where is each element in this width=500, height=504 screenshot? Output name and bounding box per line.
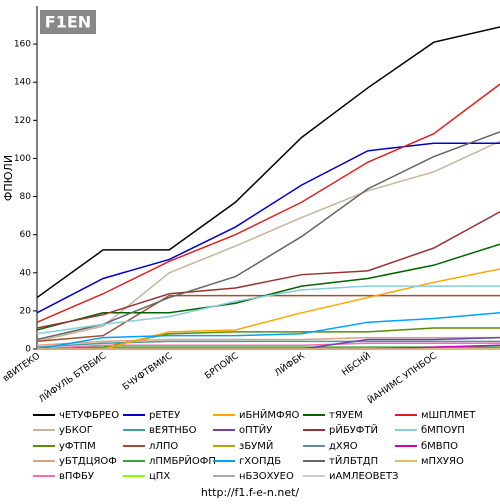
series-line — [36, 131, 500, 341]
x-tick-label: ЛЙФУЛЬ БТВБИС — [36, 350, 108, 405]
x-tick-label: ЙАНИМС УПНБОС — [365, 350, 439, 407]
legend-label: мШПЛМЕТ — [421, 410, 476, 421]
legend-label: зБУМЙ — [239, 439, 273, 452]
series-line — [36, 340, 500, 348]
legend-label: дХЯО — [329, 441, 358, 452]
y-tick-label: 40 — [20, 268, 32, 278]
x-tick-label: БЧУФТВМИС — [121, 351, 174, 392]
y-tick-label: 160 — [14, 40, 31, 50]
x-tick-label: вВИТЕКО — [1, 351, 42, 384]
legend-label: цПХ — [149, 471, 170, 482]
legend-label: вЕЯТНБО — [149, 425, 197, 436]
logo-box — [40, 10, 96, 34]
y-tick-label: 20 — [20, 306, 32, 316]
series-line — [36, 342, 500, 350]
series-line — [36, 312, 500, 350]
y-tick-label: 120 — [14, 116, 31, 126]
series-line — [36, 83, 500, 324]
y-tick-label: 140 — [14, 78, 31, 88]
legend-label: чЕТУФБРЕО — [59, 410, 119, 421]
legend-label: уФТПМ — [59, 441, 96, 452]
x-tick-label: ЛЙФБК — [272, 349, 307, 379]
legend-label: тЙЛБТДП — [329, 454, 378, 467]
x-tick-label: НБСНЙ — [339, 350, 373, 379]
legend-label: тЯУЕМ — [329, 410, 363, 421]
legend-label: бМПОУП — [421, 425, 465, 436]
logo: F1EN — [45, 13, 91, 32]
series-line — [36, 243, 500, 331]
series-line — [36, 26, 500, 299]
y-tick-label: 60 — [20, 230, 32, 240]
y-tick-label: 100 — [14, 154, 31, 164]
series-line — [36, 211, 500, 329]
legend-label: мПХУЯО — [421, 456, 464, 467]
legend-label: бМВПО — [421, 441, 458, 452]
legend-label: вПФБУ — [59, 471, 94, 482]
legend-label: нБЗОХУЕО — [239, 471, 294, 482]
legend-label: уБКОГ — [59, 425, 93, 436]
legend-label: оПТЙУ — [239, 423, 272, 436]
y-tick-label: 0 — [25, 345, 31, 355]
legend-label: иАМЛЕОВЕТЗ — [329, 471, 398, 482]
legend-label: рЕТЕУ — [149, 410, 180, 421]
series-line — [37, 268, 500, 350]
series-line — [36, 142, 500, 314]
legend-label: гХОПДБ — [239, 456, 281, 467]
legend-label: лПМБРЙОФП — [149, 454, 216, 467]
series-line — [36, 140, 500, 343]
y-tick-label: 80 — [20, 192, 32, 202]
series-line — [36, 285, 500, 335]
legend-label: иБНЙМФЯО — [239, 408, 300, 421]
x-tick-label: БРПОЙС — [202, 350, 240, 382]
series-line — [36, 336, 500, 346]
y-axis-label: ФПЮЛИ — [2, 155, 15, 201]
legend-label: лЛПО — [149, 441, 178, 452]
legend-label: рЙБУФТЙ — [329, 423, 378, 436]
legend-label: уБТДЦЯОФ — [59, 456, 117, 467]
source: http://f1.f-e-n.net/ — [201, 486, 300, 499]
